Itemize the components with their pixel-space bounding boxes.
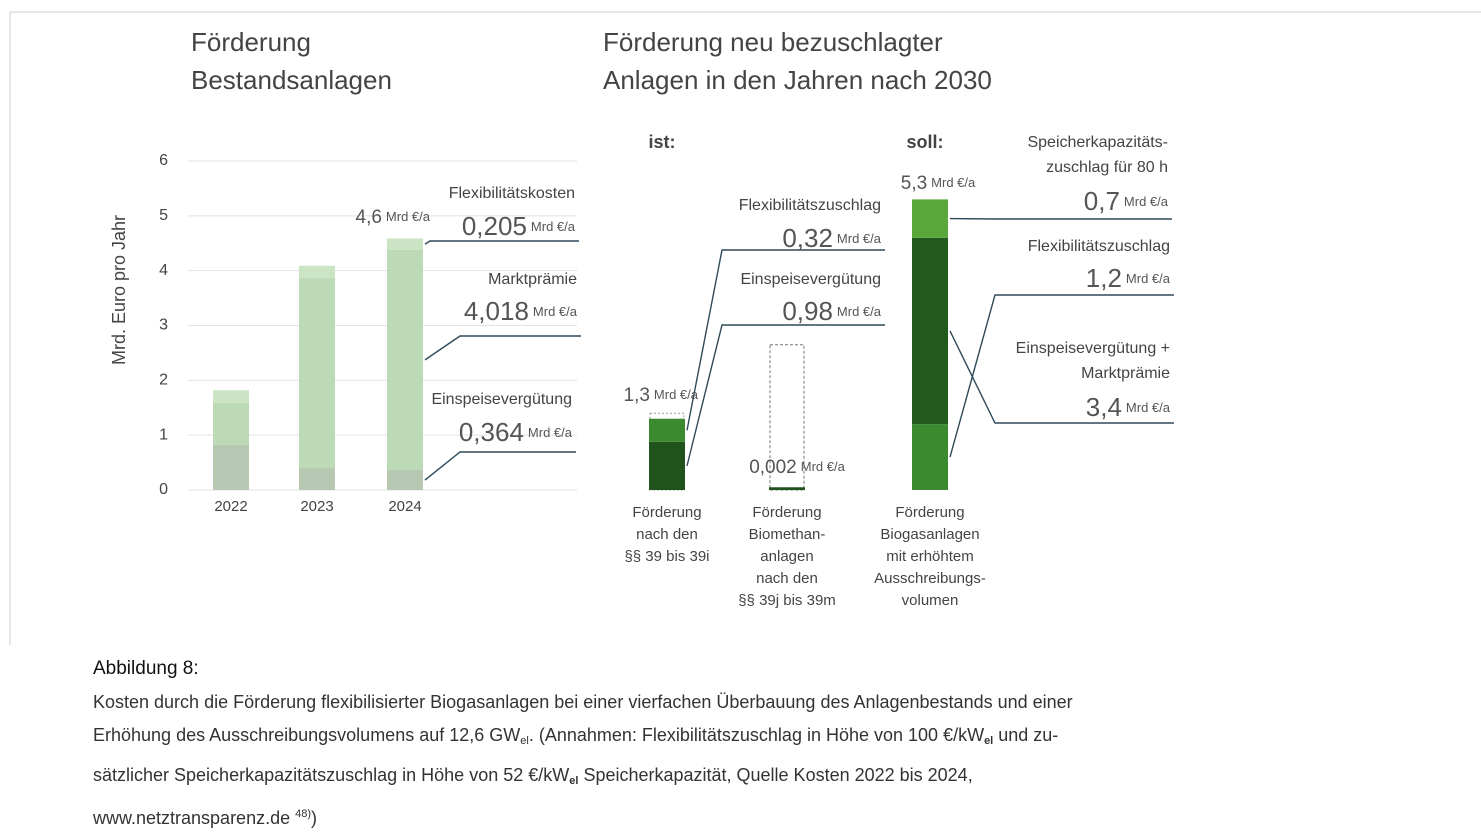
- value-number: 0,364: [459, 417, 524, 447]
- caption-text: und zu-: [993, 725, 1058, 745]
- caption-text: Kosten durch die Förderung flexibilisier…: [93, 692, 1073, 712]
- value-unit: Mrd €/a: [801, 459, 846, 474]
- value-unit: Mrd €/a: [654, 387, 699, 402]
- y-tick-label: 0: [159, 481, 168, 498]
- series-label: Marktprämie: [488, 271, 577, 288]
- caption-text: Erhöhung des Ausschreibungsvolumens auf …: [93, 725, 520, 745]
- value-number: 4,6: [356, 207, 382, 228]
- x-tick-label: 2023: [300, 498, 333, 515]
- bar-segment: [213, 403, 249, 445]
- value-number: 5,3: [901, 173, 927, 194]
- value-number: 1,3: [624, 385, 650, 406]
- bar-segment: [213, 445, 249, 490]
- value-unit: Mrd €/a: [837, 304, 882, 319]
- bar-segment: [912, 424, 948, 490]
- value-number: 0,98: [782, 296, 833, 326]
- bar-segment: [387, 238, 423, 249]
- value-number: 0,32: [782, 223, 833, 253]
- bar-segment: [649, 442, 685, 490]
- y-tick-label: 4: [159, 262, 168, 279]
- caption-text: ): [311, 808, 317, 828]
- y-tick-label: 5: [159, 207, 168, 224]
- series-label: Flexibilitätszuschlag: [1028, 238, 1170, 255]
- value-unit: Mrd €/a: [528, 425, 573, 440]
- value-unit: Mrd €/a: [931, 175, 976, 190]
- value-label: 3,4 Mrd €/a: [1086, 392, 1171, 422]
- bar-segment: [649, 419, 685, 442]
- bar-segment: [769, 487, 805, 490]
- value-unit: Mrd €/a: [1126, 271, 1171, 286]
- value-label: 1,2 Mrd €/a: [1086, 263, 1171, 293]
- bar-segment: [387, 250, 423, 470]
- bar-segment: [299, 278, 335, 468]
- caption-text: el: [520, 735, 529, 747]
- caption: Abbildung 8: Kosten durch die Förderung …: [93, 652, 1473, 836]
- value-number: 4,018: [464, 296, 529, 326]
- bar-segment: [299, 468, 335, 490]
- y-tick-label: 3: [159, 317, 168, 334]
- x-tick-label: 2022: [214, 498, 247, 515]
- value-unit: Mrd €/a: [531, 219, 576, 234]
- x-tick-label: 2024: [388, 498, 421, 515]
- caption-text: Speicherkapazität, Quelle Kosten 2022 bi…: [578, 765, 972, 785]
- y-tick-label: 6: [159, 152, 168, 169]
- series-label: Flexibilitätszuschlag: [739, 197, 881, 214]
- column-header: ist:: [649, 132, 676, 152]
- value-unit: Mrd €/a: [1126, 400, 1171, 415]
- y-axis-label: Mrd. Euro pro Jahr: [109, 215, 129, 365]
- caption-text: . (Annahmen: Flexibilitätszuschlag in Hö…: [529, 725, 984, 745]
- series-label: Einspeisevergütung: [740, 271, 881, 288]
- bar-segment: [387, 470, 423, 490]
- value-unit: Mrd €/a: [386, 209, 431, 224]
- value-unit: Mrd €/a: [1124, 194, 1169, 209]
- bar-segment: [912, 199, 948, 237]
- value-number: 0,002: [749, 457, 797, 478]
- column-header: soll:: [906, 132, 943, 152]
- value-number: 0,205: [462, 211, 527, 241]
- value-number: 1,2: [1086, 263, 1122, 293]
- value-number: 0,7: [1084, 186, 1120, 216]
- caption-text: el: [984, 735, 993, 747]
- series-label: Einspeisevergütung +Marktprämie: [1016, 340, 1170, 382]
- bar-segment: [299, 266, 335, 278]
- series-label: Einspeisevergütung: [431, 391, 572, 408]
- caption-text: 48): [295, 808, 311, 820]
- caption-text: sätzlicher Speicherkapazitätszuschlag in…: [93, 765, 569, 785]
- y-tick-label: 2: [159, 372, 168, 389]
- value-label: 0,7 Mrd €/a: [1084, 186, 1169, 216]
- caption-text: www.netztransparenz.de: [93, 808, 295, 828]
- bar-segment: [213, 390, 249, 403]
- value-unit: Mrd €/a: [837, 231, 882, 246]
- series-label: Speicherkapazitäts-zuschlag für 80 h: [1027, 134, 1168, 176]
- series-label: Flexibilitätskosten: [449, 185, 575, 202]
- y-tick-label: 1: [159, 426, 168, 443]
- value-unit: Mrd €/a: [533, 304, 578, 319]
- bar-segment: [912, 238, 948, 424]
- value-number: 3,4: [1086, 392, 1122, 422]
- caption-heading: Abbildung 8:: [93, 652, 1473, 686]
